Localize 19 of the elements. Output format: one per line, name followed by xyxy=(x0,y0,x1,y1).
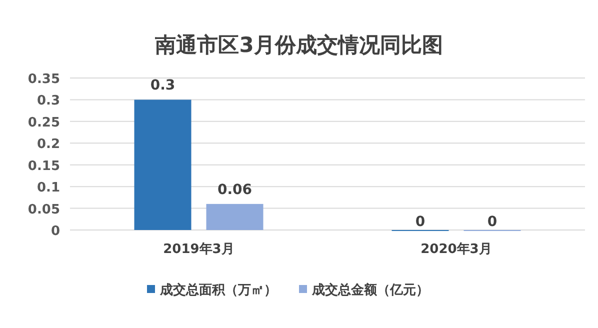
chart-title: 南通市区3月份成交情况同比图 xyxy=(154,33,443,57)
legend-label: 成交总金额（亿元） xyxy=(311,282,429,298)
x-tick-label: 2020年3月 xyxy=(420,242,492,257)
legend-label: 成交总面积（万㎡） xyxy=(159,282,277,298)
y-tick-label: 0.15 xyxy=(28,158,60,174)
y-tick-label: 0.05 xyxy=(28,202,60,218)
data-label: 0 xyxy=(415,214,426,230)
bar xyxy=(134,100,192,230)
y-tick-label: 0.25 xyxy=(28,115,60,130)
y-tick-label: 0.35 xyxy=(28,72,60,87)
y-tick-label: 0 xyxy=(50,224,60,239)
y-tick-label: 0.1 xyxy=(36,180,60,196)
data-label: 0 xyxy=(487,214,498,230)
data-label: 0.3 xyxy=(150,78,176,94)
y-tick-label: 0.2 xyxy=(36,137,60,152)
data-label: 0.06 xyxy=(217,182,252,198)
x-tick-label: 2019年3月 xyxy=(163,242,234,257)
bar xyxy=(206,204,264,230)
y-tick-label: 0.3 xyxy=(36,94,60,109)
